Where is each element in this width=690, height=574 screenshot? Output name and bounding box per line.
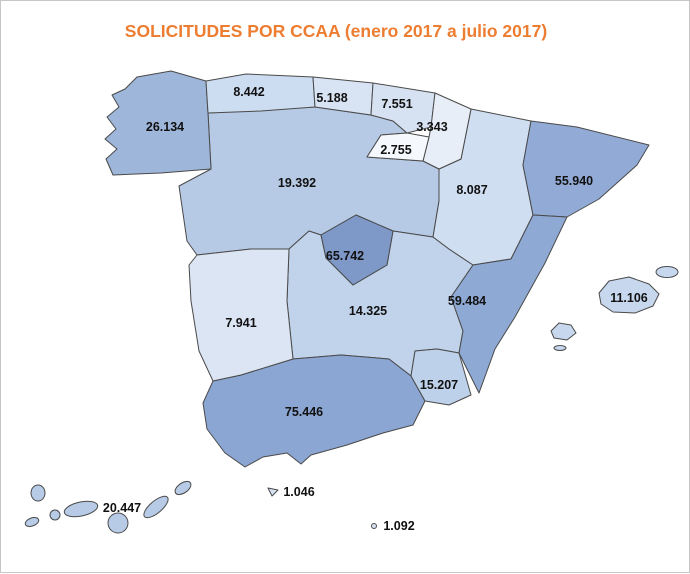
region-ceuta — [267, 487, 279, 497]
value-label-cataluna: 55.940 — [555, 174, 593, 188]
region-cataluna — [522, 120, 650, 218]
value-label-ceuta: 1.046 — [283, 485, 314, 499]
value-label-andalucia: 75.446 — [285, 405, 323, 419]
region-baleares — [550, 266, 679, 351]
chart-title: SOLICITUDES POR CCAA (enero 2017 a julio… — [125, 21, 547, 41]
gran-canaria-island — [107, 512, 129, 534]
ibiza-island — [550, 322, 577, 341]
region-extremadura — [188, 248, 294, 382]
value-label-castilla-la-mancha: 14.325 — [349, 304, 387, 318]
region-la-rioja — [366, 132, 430, 162]
value-label-canarias: 20.447 — [103, 501, 141, 515]
lanzarote-island — [174, 480, 192, 496]
value-label-extremadura: 7.941 — [225, 316, 256, 330]
region-andalucia — [202, 354, 426, 468]
value-label-asturias: 8.442 — [233, 85, 264, 99]
region-canarias — [24, 480, 192, 534]
value-label-pais-vasco: 7.551 — [381, 97, 412, 111]
formentera-island — [553, 345, 567, 351]
region-madrid — [320, 214, 394, 286]
value-label-madrid: 65.742 — [326, 249, 364, 263]
peninsula-regions — [104, 70, 650, 468]
region-melilla — [371, 523, 377, 529]
la-palma-island — [30, 484, 46, 502]
mallorca-island — [598, 276, 660, 314]
region-comunidad-valenciana — [450, 214, 568, 394]
la-gomera-island — [49, 509, 61, 521]
value-label-castilla-y-leon: 19.392 — [278, 176, 316, 190]
value-labels: 26.134 8.442 5.188 7.551 3.343 2.755 19.… — [103, 85, 648, 533]
menorca-island — [655, 266, 679, 278]
fuerteventura-island — [143, 495, 169, 519]
value-label-cantabria: 5.188 — [316, 91, 347, 105]
value-label-aragon: 8.087 — [456, 183, 487, 197]
el-hierro-island — [24, 517, 40, 527]
value-label-baleares: 11.106 — [610, 291, 648, 305]
region-murcia — [410, 348, 472, 406]
region-navarra — [422, 92, 472, 170]
value-label-murcia: 15.207 — [420, 378, 458, 392]
value-label-navarra: 3.343 — [416, 120, 447, 134]
tenerife-island — [63, 500, 99, 518]
value-label-la-rioja: 2.755 — [380, 143, 411, 157]
value-label-melilla: 1.092 — [383, 519, 414, 533]
value-label-comunidad-valenciana: 59.484 — [448, 294, 486, 308]
value-label-galicia: 26.134 — [146, 120, 184, 134]
